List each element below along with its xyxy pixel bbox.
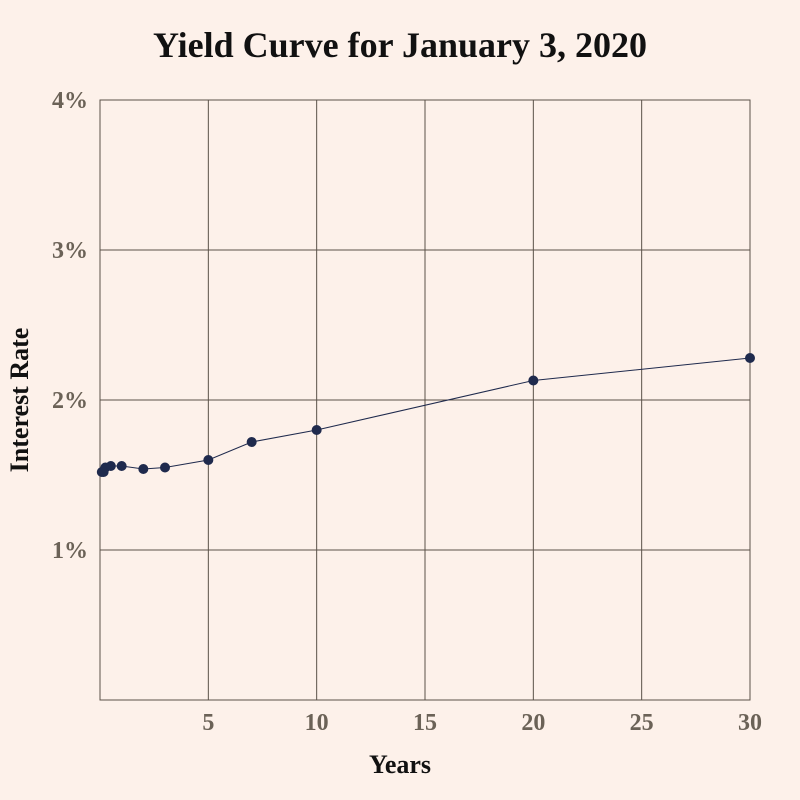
yield-data-point [246, 437, 257, 447]
y-tick-label: 3% [52, 238, 88, 264]
x-tick-label: 15 [413, 710, 437, 736]
series-points-layer [96, 353, 755, 477]
x-tick-label: 10 [305, 710, 329, 736]
x-axis-label: Years [368, 750, 432, 779]
y-axis-label: Interest Rate [5, 327, 34, 473]
x-tick-label: 25 [630, 710, 654, 736]
y-tick-label: 2% [52, 388, 88, 414]
chart-title: Yield Curve for January 3, 2020 [153, 25, 647, 65]
x-tick-label: 20 [521, 710, 545, 736]
yield-data-point [138, 464, 149, 474]
x-tick-label: 30 [738, 710, 762, 736]
yield-data-point [105, 461, 116, 471]
x-tick-label: 5 [202, 710, 214, 736]
grid-lines [100, 99, 751, 700]
yield-data-point [203, 455, 214, 465]
y-tick-label: 1% [52, 538, 88, 564]
y-tick-label: 4% [52, 88, 88, 114]
yield-data-point [745, 353, 755, 363]
yield-data-point [160, 462, 170, 473]
yield-data-point [116, 461, 127, 471]
series-line-layer [101, 357, 751, 473]
yield-data-point [528, 375, 539, 386]
yield-curve-line [101, 357, 751, 473]
tick-labels: 5 10 15 20 25 30 1% 2% 3% 4% [52, 88, 762, 736]
yield-data-point [311, 425, 322, 435]
